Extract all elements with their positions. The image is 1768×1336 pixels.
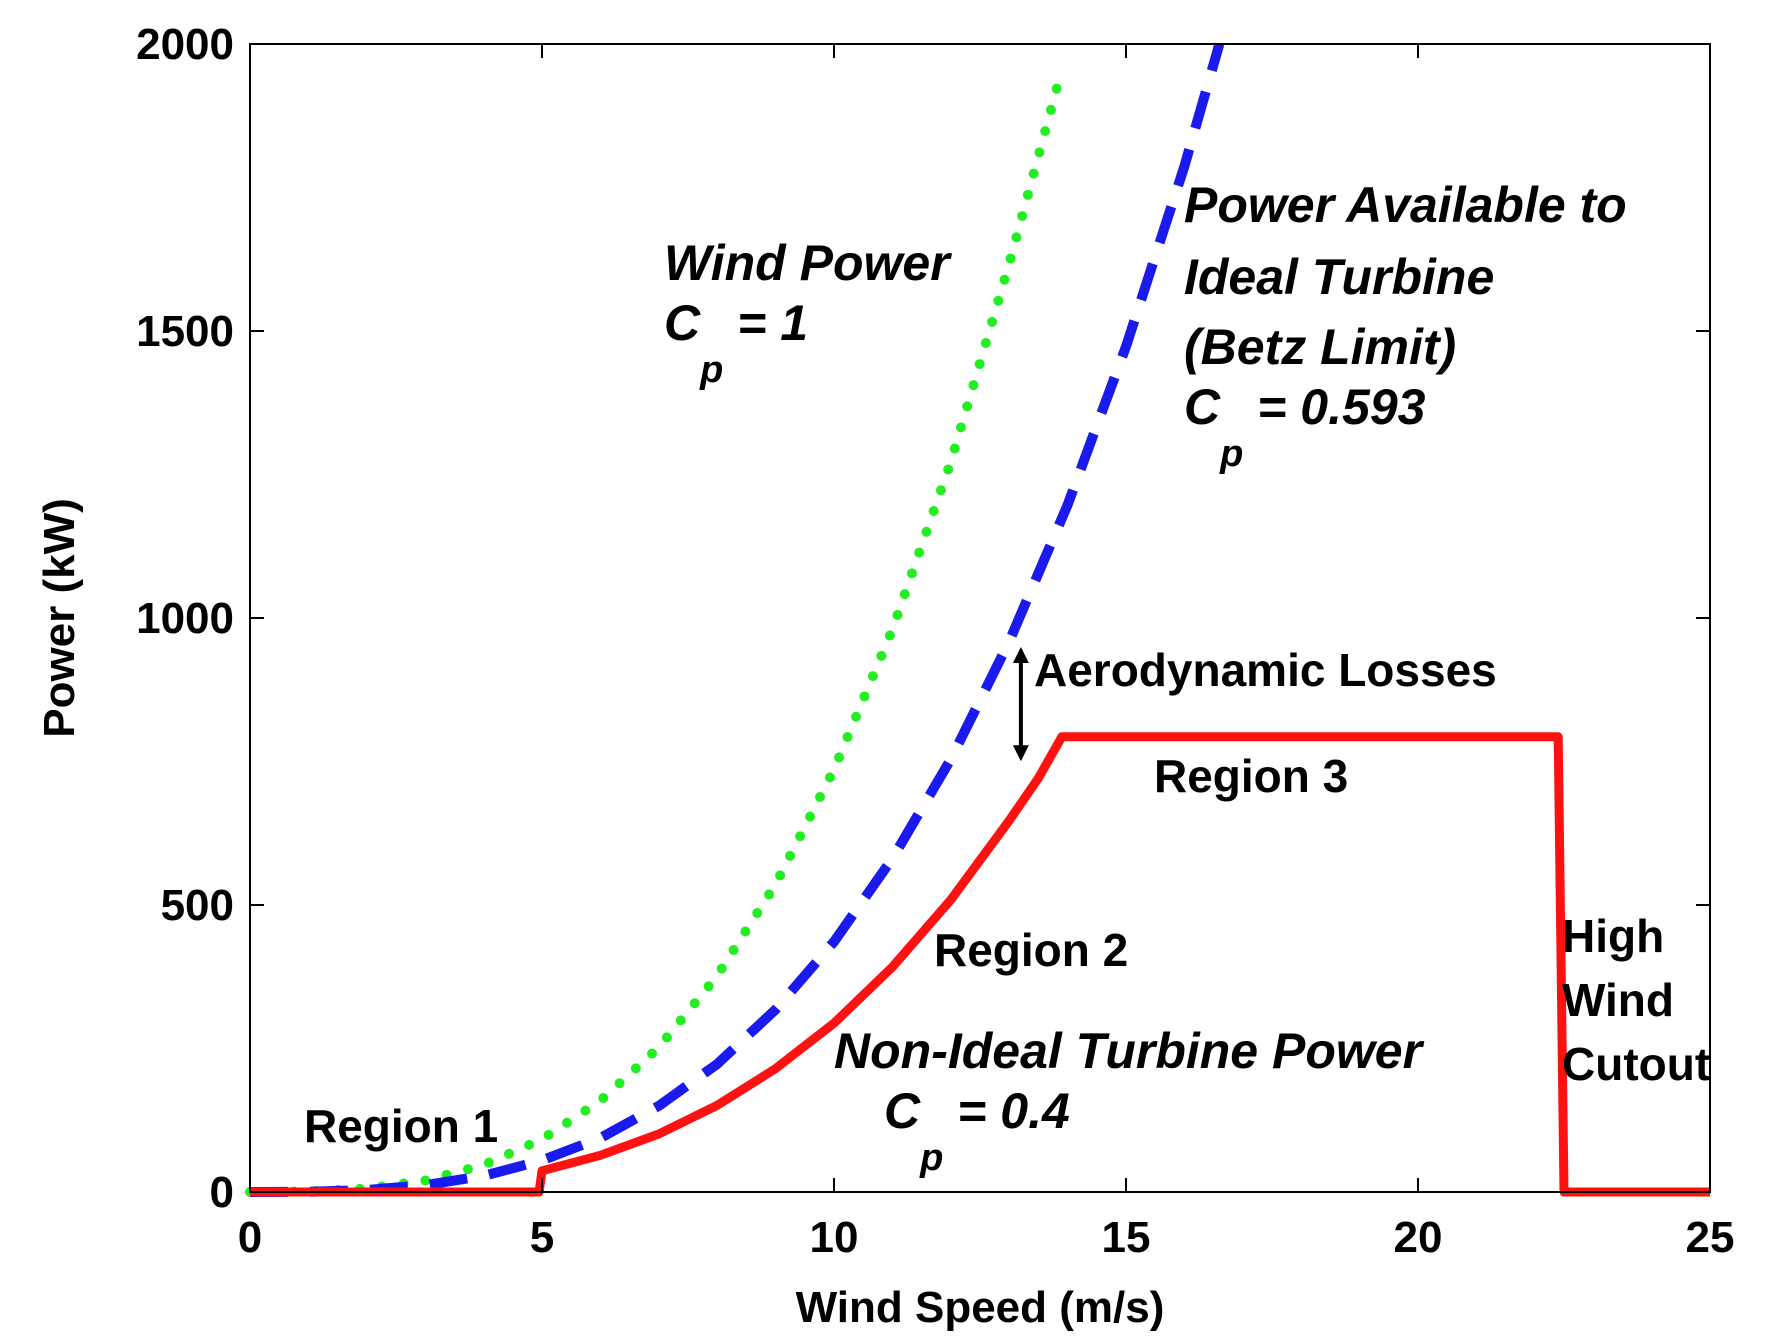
- x-tick-label: 0: [238, 1213, 262, 1262]
- non-ideal-cp-label: Cp = 0.4: [884, 1083, 1070, 1179]
- region-2-label: Region 2: [934, 924, 1128, 976]
- y-tick-label: 2000: [136, 20, 234, 69]
- ticks-layer: 0 5 10 15 20 25 0 500 1000 1500 2000: [136, 20, 1734, 1262]
- non-ideal-turbine-label: Non-Ideal Turbine Power: [834, 1023, 1425, 1079]
- high-wind-cutout-line1: High: [1562, 910, 1664, 962]
- betz-label-line3: (Betz Limit): [1184, 319, 1456, 375]
- x-tick-label: 20: [1394, 1213, 1443, 1262]
- aerodynamic-losses-label: Aerodynamic Losses: [1034, 644, 1497, 696]
- high-wind-cutout-line2: Wind: [1562, 974, 1674, 1026]
- y-tick-label: 1500: [136, 307, 234, 356]
- series-layer: [245, 42, 1710, 1197]
- non-ideal-turbine-series-line: [250, 732, 1710, 1197]
- y-tick-label: 0: [210, 1168, 234, 1217]
- betz-limit-series-line: [249, 42, 1225, 1197]
- y-tick-label: 1000: [136, 594, 234, 643]
- x-tick-label: 15: [1102, 1213, 1151, 1262]
- high-wind-cutout-line3: Cutout: [1562, 1038, 1710, 1090]
- betz-label-line2: Ideal Turbine: [1184, 249, 1494, 305]
- betz-cp-label: Cp = 0.593: [1184, 379, 1426, 475]
- y-axis-label: Power (kW): [35, 498, 84, 738]
- wind-power-label: Wind Power: [664, 235, 952, 291]
- x-tick-label: 5: [530, 1213, 554, 1262]
- region-1-label: Region 1: [304, 1100, 498, 1152]
- x-tick-label: 25: [1686, 1213, 1735, 1262]
- x-tick-label: 10: [810, 1213, 859, 1262]
- y-tick-label: 500: [161, 881, 234, 930]
- region-3-label: Region 3: [1154, 750, 1348, 802]
- betz-label-line1: Power Available to: [1184, 177, 1627, 233]
- wind-power-cp-label: Cp = 1: [664, 295, 808, 391]
- x-axis-label: Wind Speed (m/s): [796, 1283, 1165, 1332]
